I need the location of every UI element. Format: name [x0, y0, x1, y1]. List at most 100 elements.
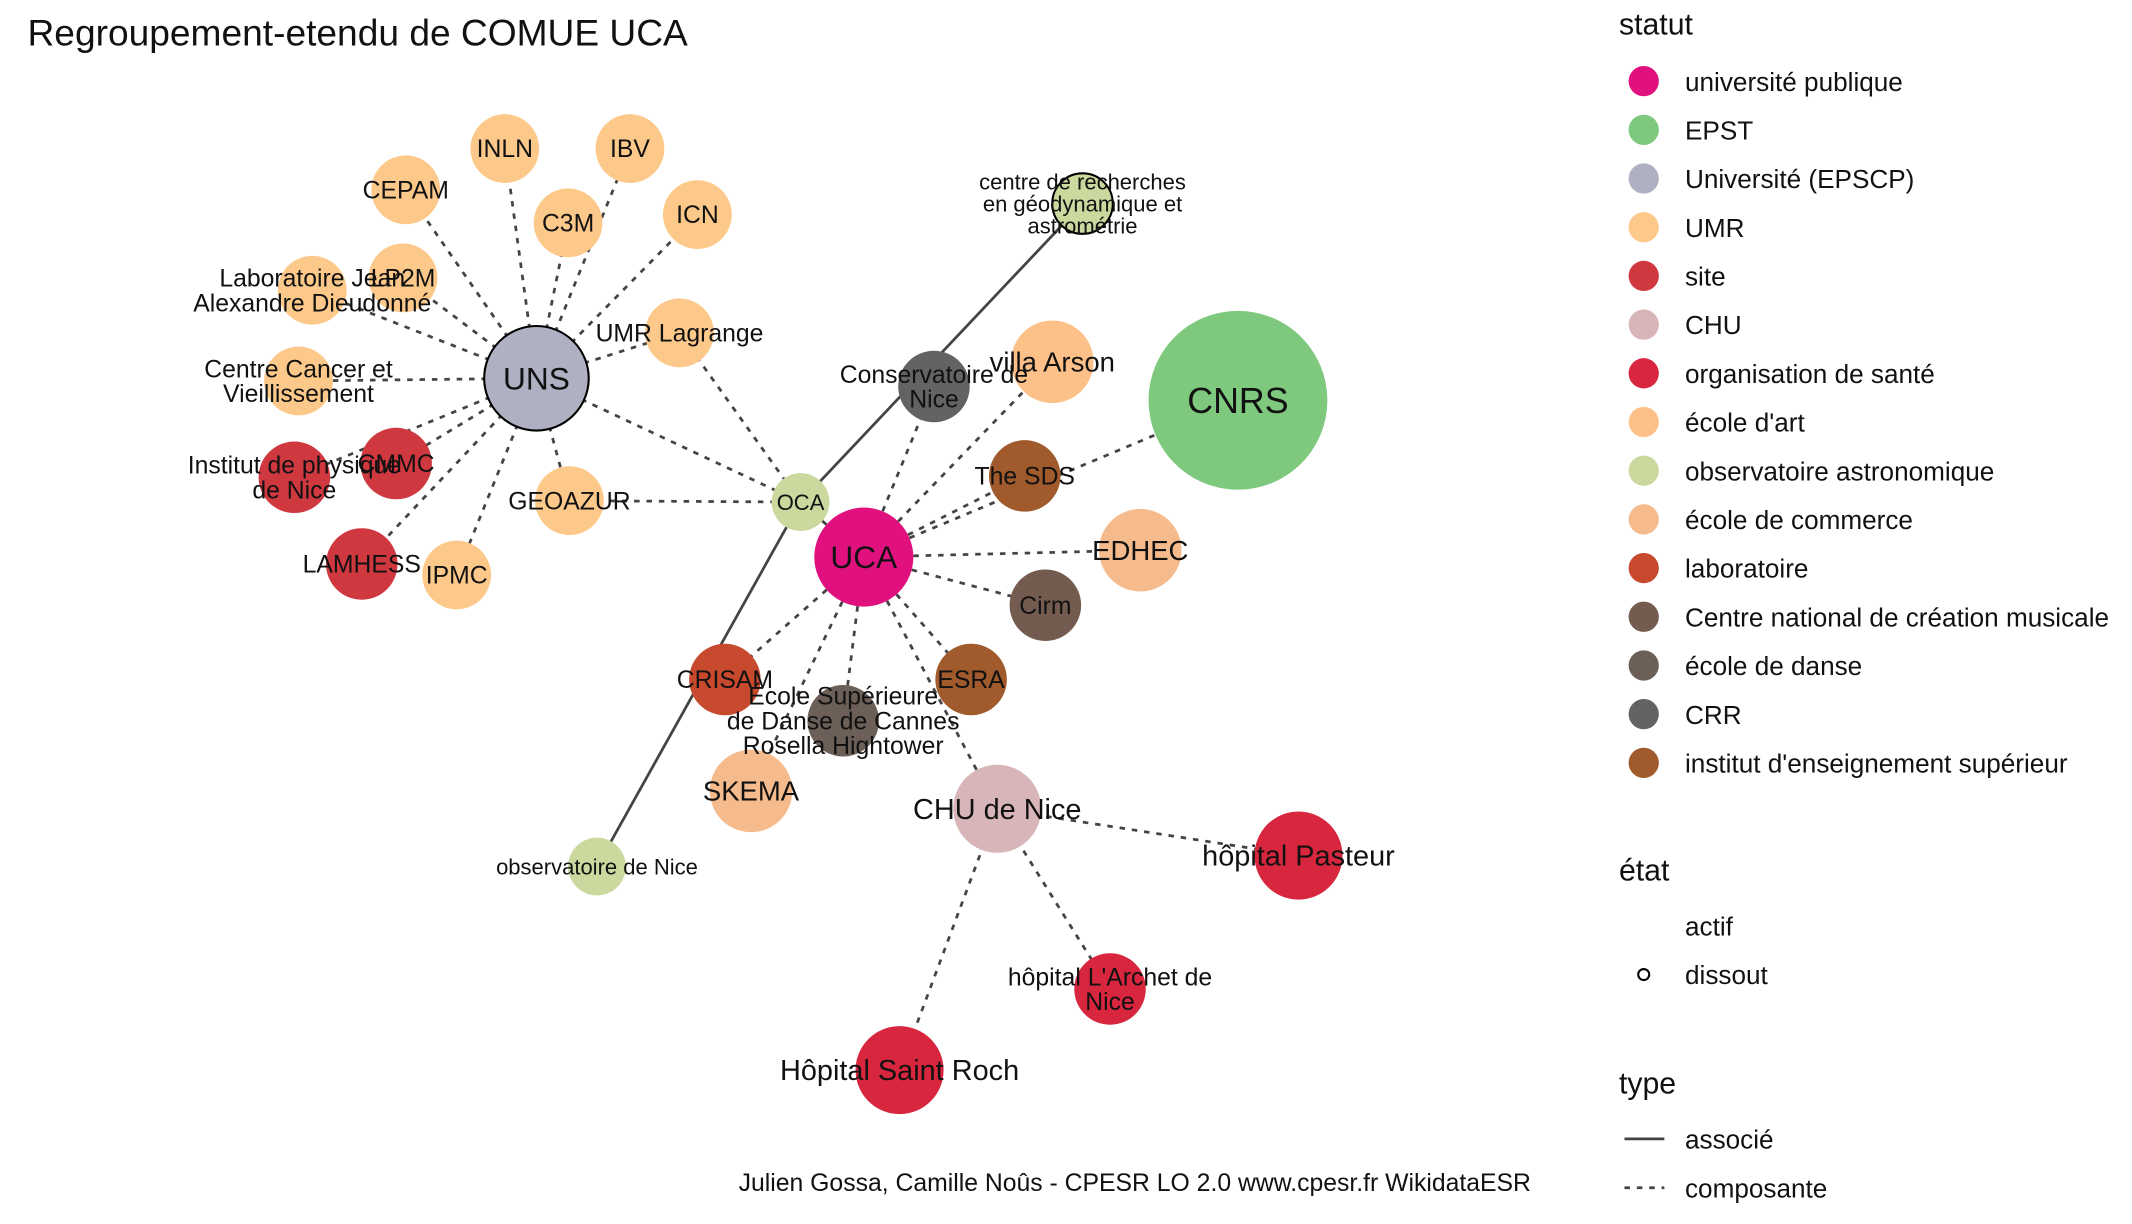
edge-oca-geoazur: [569, 499, 801, 504]
node-label-archet: hôpital L'Archet de Nice: [1008, 964, 1212, 1016]
node-label-ccv: Centre Cancer et Vieillissement: [204, 356, 393, 408]
node-geoazur[interactable]: [535, 466, 604, 536]
node-skema[interactable]: [709, 749, 793, 833]
legend-statut-swatch: [1628, 650, 1659, 681]
legend-etat-items: actif dissout: [1637, 911, 1769, 990]
node-label-umrlag: UMR Lagrange: [596, 321, 764, 348]
node-label-c3m: C3M: [542, 210, 594, 237]
edge-uca-edhec: [863, 548, 1141, 559]
node-pasteur[interactable]: [1254, 811, 1343, 900]
legend-statut-label: école d'art: [1685, 408, 1805, 438]
node-label-cirm: Cirm: [1019, 593, 1071, 620]
legend-statut-swatch: [1628, 601, 1659, 632]
node-label-geoazur: GEOAZUR: [508, 488, 630, 515]
edges-layer: [293, 148, 1299, 1071]
node-ccv[interactable]: [264, 346, 333, 416]
node-archet[interactable]: [1074, 953, 1146, 1025]
edge-uca-arson: [862, 360, 1054, 559]
node-roch[interactable]: [855, 1026, 944, 1115]
edge-chu-roch: [898, 808, 999, 1071]
legend-statut-label: organisation de santé: [1685, 359, 1935, 389]
node-label-crr: Conservatoire de Nice: [840, 362, 1028, 414]
node-label-esdc: École Supérieure de Danse de Cannes Rosell…: [727, 684, 960, 761]
node-label-inln: INLN: [477, 136, 533, 163]
nodes-layer: [258, 114, 1343, 1115]
node-esra[interactable]: [935, 643, 1007, 716]
node-crgeo[interactable]: [1051, 172, 1114, 235]
node-label-cnrs: CNRS: [1187, 381, 1288, 421]
node-umrlag[interactable]: [645, 298, 714, 368]
legend-statut-items: université publique EPST Université (EPSCP…: [1628, 66, 2109, 778]
node-label-oca: OCA: [777, 490, 825, 515]
node-label-crisam: CRISAM: [677, 667, 773, 694]
node-crr[interactable]: [898, 350, 970, 423]
legend-statut-label: institut d'enseignement supérieur: [1685, 748, 2068, 778]
legend-statut-swatch: [1628, 552, 1659, 584]
node-label-cepam: CEPAM: [363, 177, 449, 204]
node-label-lp2m: LP2M: [371, 266, 436, 293]
node-label-obsnice: observatoire de Nice: [496, 854, 698, 879]
node-cmmc[interactable]: [360, 427, 432, 500]
node-cepam[interactable]: [371, 155, 441, 225]
node-uca[interactable]: [814, 507, 914, 607]
legend-statut-label: UMR: [1685, 213, 1745, 243]
node-arson[interactable]: [1010, 320, 1094, 404]
node-obsnice[interactable]: [568, 837, 626, 896]
node-label-ipn: Institut de physique de Nice: [188, 453, 401, 505]
node-crisam[interactable]: [689, 643, 761, 716]
node-c3m[interactable]: [533, 188, 603, 258]
node-uns[interactable]: [483, 324, 590, 432]
node-ipn[interactable]: [258, 441, 331, 514]
legend-statut-swatch: [1628, 309, 1659, 340]
legend: statut université publique EPST Université…: [1619, 8, 2109, 1203]
legend-type-label: associé: [1685, 1125, 1774, 1155]
node-label-cmmc: CMMC: [358, 451, 435, 478]
node-cnrs[interactable]: [1148, 310, 1328, 490]
legend-statut-swatch: [1628, 406, 1659, 438]
node-chu[interactable]: [953, 764, 1042, 853]
legend-type-title: type: [1619, 1068, 1676, 1101]
node-label-sds: The SDS: [975, 464, 1075, 491]
node-label-icn: ICN: [676, 202, 719, 229]
node-cirm[interactable]: [1009, 569, 1082, 641]
node-label-edhec: EDHEC: [1092, 535, 1188, 566]
node-edhec[interactable]: [1099, 508, 1182, 592]
legend-statut-swatch: [1628, 260, 1659, 292]
node-label-ibv: IBV: [610, 136, 650, 163]
node-lamhess[interactable]: [325, 528, 398, 600]
legend-statut-swatch: [1628, 504, 1659, 535]
node-esdc[interactable]: [807, 684, 879, 757]
node-label-pasteur: hôpital Pasteur: [1202, 841, 1395, 873]
legend-etat-title: état: [1619, 854, 1670, 887]
legend-statut-label: CRR: [1685, 700, 1742, 730]
node-lp2m[interactable]: [368, 243, 438, 313]
legend-statut-swatch: [1628, 358, 1659, 389]
node-label-arson: villa Arson: [990, 346, 1115, 377]
node-label-ljad: Laboratoire Jean Alexandre Dieudonné: [193, 266, 431, 318]
node-oca[interactable]: [771, 473, 830, 531]
legend-statut-label: EPST: [1685, 115, 1753, 145]
node-ljad[interactable]: [277, 255, 347, 325]
edge-uca-chu: [862, 556, 999, 810]
legend-statut-swatch: [1628, 66, 1659, 97]
node-label-crgeo: centre de recherches en géodynamique et as…: [979, 169, 1186, 238]
legend-statut-label: CHU: [1685, 310, 1742, 340]
node-icn[interactable]: [662, 180, 732, 249]
legend-statut-label: école de danse: [1685, 651, 1862, 681]
node-ipmc[interactable]: [422, 540, 492, 610]
legend-statut-label: laboratoire: [1685, 554, 1808, 584]
legend-statut-swatch: [1628, 699, 1659, 730]
node-label-lamhess: LAMHESS: [303, 552, 421, 579]
legend-statut-swatch: [1628, 455, 1659, 486]
edge-oca-umrlag: [678, 332, 802, 503]
edge-uns-ipmc: [455, 377, 538, 576]
legend-type-label: composante: [1685, 1173, 1827, 1203]
node-label-roch: Hôpital Saint Roch: [780, 1055, 1019, 1087]
node-ibv[interactable]: [595, 114, 665, 183]
node-inln[interactable]: [470, 114, 540, 183]
legend-etat-label: actif: [1685, 911, 1734, 941]
legend-statut-swatch: [1628, 747, 1659, 778]
node-sds[interactable]: [988, 440, 1061, 512]
